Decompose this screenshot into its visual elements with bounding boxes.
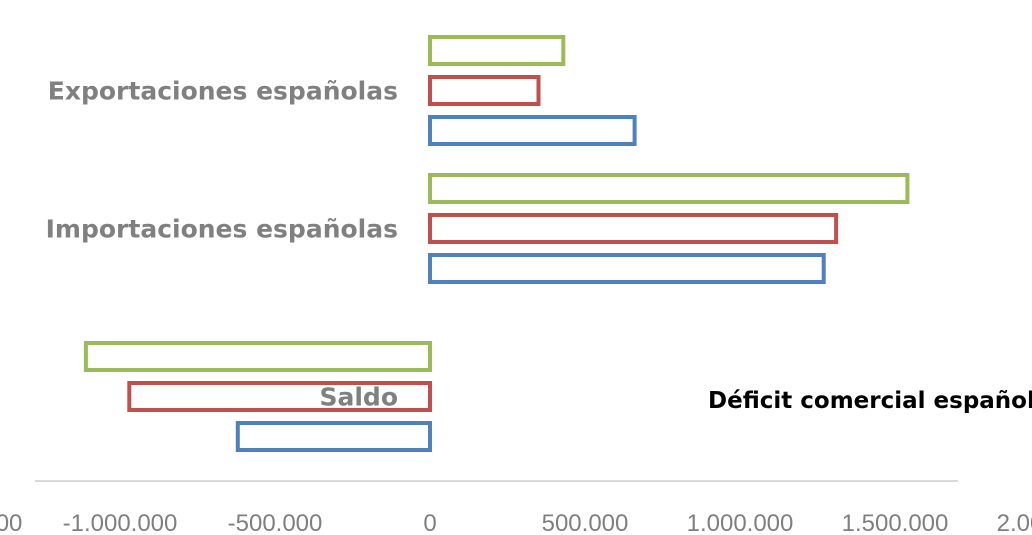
x-tick-labels: -1.500.000 -1.000.000 -500.000 0 500.000 1.00… — [0, 510, 1032, 535]
category-labels: Exportaciones españolas Importaciones esp… — [46, 77, 398, 412]
bar-series-2-importaciones-españolas — [428, 253, 826, 284]
x-tick-label: 2.000.000 — [997, 510, 1032, 535]
bar-series-1-exportaciones-españolas — [428, 75, 541, 106]
category-label: Saldo — [319, 383, 398, 412]
bar-series-2-exportaciones-españolas — [428, 115, 637, 146]
x-tick-label: 0 — [423, 510, 436, 535]
bar-series-2-saldo — [235, 421, 432, 452]
annotation-label: Déficit comercial español — [708, 388, 1032, 414]
x-tick-label: -1.000.000 — [63, 510, 178, 535]
x-tick-label: -500.000 — [228, 510, 323, 535]
x-tick-label: 500.000 — [542, 510, 629, 535]
bar-series-0-exportaciones-españolas — [428, 35, 566, 66]
x-tick-label: -1.500.000 — [0, 510, 22, 535]
x-tick-label: 1.000.000 — [687, 510, 794, 535]
category-label: Exportaciones españolas — [48, 77, 398, 106]
bar-series-0-importaciones-españolas — [428, 173, 910, 204]
bar-series-0-saldo — [83, 341, 433, 372]
category-label: Importaciones españolas — [46, 215, 398, 244]
bars — [83, 35, 910, 452]
bar-series-1-importaciones-españolas — [428, 213, 839, 244]
x-tick-label: 1.500.000 — [842, 510, 949, 535]
bar-series-1-saldo — [127, 381, 433, 412]
